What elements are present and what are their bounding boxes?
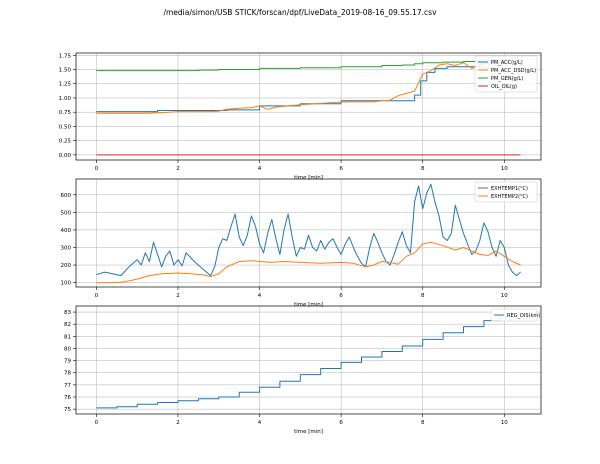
- x-tick-label: 6: [339, 166, 343, 172]
- y-tick-label: 200: [61, 263, 72, 269]
- chart-particulate-mass: 0 2 4 6 8 10 0.00 0.25 0.50 0.75 1.00 1.25 1.50 1.75 t…: [59, 52, 542, 181]
- series-line-exhtemp2-c: [96, 241, 521, 284]
- x-axis-label: time [min]: [294, 175, 323, 181]
- legend-label: PM_GEN(g/L): [491, 76, 523, 82]
- plot-frame: [75, 178, 542, 288]
- x-tick-label: 10: [501, 293, 508, 299]
- series-line-pm-acc-g-l: [96, 63, 509, 113]
- plot-frame: [75, 52, 542, 161]
- x-tick-label: 0: [95, 420, 99, 426]
- y-tick-label: 79: [64, 359, 71, 365]
- plot-frame: [75, 305, 542, 415]
- series-line-pm-gen-g-l: [96, 59, 521, 72]
- x-tick-label: 10: [501, 166, 508, 172]
- y-tick-label: 1.25: [59, 82, 72, 88]
- x-tick-label: 2: [176, 420, 180, 426]
- chart-regeneration-distance: 0 2 4 6 8 10 75 76 77 78 79 80 81 82 83 time [min] REG_D…: [64, 305, 542, 435]
- figure-title: /media/simon/USB STICK/forscan/dpf/LiveD…: [163, 8, 437, 17]
- series-line-reg-dis-km: [96, 315, 501, 409]
- y-tick-label: 76: [64, 395, 71, 401]
- y-tick-label: 1.00: [59, 96, 72, 102]
- series-line-pm-acc-dsd-g-l: [96, 61, 513, 114]
- y-tick-label: 100: [61, 281, 72, 287]
- y-tick-label: 600: [61, 193, 72, 199]
- y-tick-label: 80: [64, 346, 71, 352]
- x-tick-label: 6: [339, 293, 343, 299]
- legend-label: PM_ACC_DSD(g/L): [491, 68, 536, 74]
- x-axis-label: time [min]: [294, 302, 323, 308]
- chart-exhaust-temperature: 0 2 4 6 8 10 100 200 300 400 500 600 time [min] EXHTE…: [61, 178, 542, 308]
- x-tick-label: 8: [421, 166, 425, 172]
- y-tick-label: 1.75: [59, 53, 72, 59]
- y-tick-label: 500: [61, 210, 72, 216]
- y-tick-label: 1.50: [59, 68, 72, 74]
- y-tick-label: 300: [61, 245, 72, 251]
- y-tick-label: 0.00: [59, 153, 72, 159]
- y-tick-label: 82: [64, 322, 71, 328]
- y-tick-label: 400: [61, 228, 72, 234]
- y-tick-label: 75: [64, 407, 71, 413]
- x-tick-label: 10: [501, 420, 508, 426]
- x-tick-label: 4: [258, 166, 262, 172]
- legend-label: OIL_OIL(g): [491, 84, 517, 90]
- x-tick-label: 0: [95, 293, 99, 299]
- legend-label: EXHTEMP2(°C): [491, 194, 528, 200]
- x-axis-label: time [min]: [294, 429, 323, 435]
- x-tick-label: 6: [339, 420, 343, 426]
- series-line-exhtemp1-c: [96, 183, 521, 277]
- y-tick-label: 81: [64, 334, 71, 340]
- legend-box: [474, 55, 538, 93]
- y-tick-label: 83: [64, 310, 71, 316]
- legend-label: PM_ACC(g/L): [491, 60, 523, 66]
- legend-label: REG_DIS(km): [507, 313, 540, 319]
- x-tick-label: 0: [95, 166, 99, 172]
- y-tick-label: 0.25: [59, 139, 72, 145]
- y-tick-label: 0.75: [59, 110, 72, 116]
- x-tick-label: 8: [421, 293, 425, 299]
- y-tick-label: 77: [64, 383, 71, 389]
- x-tick-label: 8: [421, 420, 425, 426]
- legend-box: [490, 308, 538, 322]
- x-tick-label: 4: [258, 293, 262, 299]
- legend-label: EXHTEMP1(°C): [491, 186, 528, 192]
- legend-box: [474, 181, 538, 203]
- x-tick-label: 2: [176, 166, 180, 172]
- x-tick-label: 4: [258, 420, 262, 426]
- x-tick-label: 2: [176, 293, 180, 299]
- y-tick-label: 0.50: [59, 124, 72, 130]
- y-tick-label: 78: [64, 371, 71, 377]
